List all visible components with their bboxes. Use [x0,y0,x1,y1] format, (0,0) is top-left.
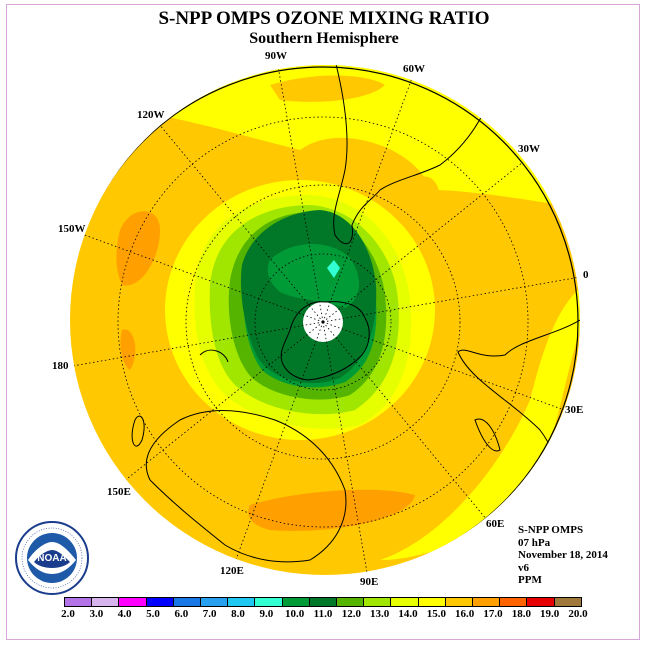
colorbar-swatch [554,598,581,606]
colorbar-swatch [228,598,256,606]
colorbar-tick-label: 6.0 [174,608,189,620]
lon-label-180: 180 [52,360,69,372]
colorbar-swatch [65,598,93,606]
colorbar-swatch [364,598,392,606]
ozone-cyan-patch [327,260,340,278]
colorbar-swatch [391,598,419,606]
coast-madagascar [474,418,501,452]
ozone-orange-top [270,75,385,102]
colorbar-tick-label: 11.0 [313,608,333,620]
colorbar-tick-label: 15.0 [426,608,446,620]
colorbar-tick-label: 7.0 [202,608,217,620]
ozone-patch-180 [120,329,136,370]
noaa-logo-text: NOAA [37,553,66,564]
info-units: PPM [518,574,542,586]
colorbar-tick-label: 13.0 [370,608,390,620]
colorbar-swatch [500,598,528,606]
coast-south-america [333,65,486,245]
coast-australia [145,410,347,563]
colorbar-tick-label: 18.0 [511,608,531,620]
info-date: November 18, 2014 [518,549,608,561]
lon-label-60w: 60W [403,63,425,75]
colorbar-swatch [119,598,147,606]
info-block: S-NPP OMPS 07 hPa November 18, 2014 v6 P… [518,524,608,587]
colorbar-tick-label: 17.0 [483,608,503,620]
lon-label-30e: 30E [565,404,584,416]
colorbar-tick-label: 3.0 [89,608,104,620]
colorbar-swatch [255,598,283,606]
colorbar-tick-label: 14.0 [398,608,418,620]
coast-antarctic-peninsula-east [199,349,229,363]
lon-label-60e: 60E [486,518,505,530]
colorbar-swatch [146,598,174,606]
colorbar-swatch [282,598,310,606]
ozone-orange-patch [400,176,440,210]
lon-label-150e: 150E [107,486,131,498]
colorbar-swatch [92,598,120,606]
colorbar-tick-labels: 2.0 3.0 4.0 5.0 6.0 7.0 8.0 9.0 10.0 11.0 12.0 13.0… [0,608,648,622]
colorbar-tick-label: 12.0 [341,608,361,620]
map-boundary [70,66,579,575]
colorbar-swatch [445,598,474,606]
ozone-inner-patch [267,243,360,308]
colorbar-swatch [337,598,365,606]
colorbar-tick-label: 10.0 [285,608,305,620]
lon-label-30w: 30W [518,143,540,155]
ozone-patch-110e [248,489,415,531]
info-level: 07 hPa [518,536,551,549]
coast-new-zealand [131,415,145,447]
colorbar-swatch [418,598,446,606]
colorbar-tick-label: 16.0 [455,608,475,620]
colorbar-swatch [309,598,338,606]
lon-label-120w: 120W [137,109,165,121]
noaa-logo: NOAA [15,521,89,595]
ozone-patch-150w [116,211,160,286]
colorbar [64,597,582,607]
figure-frame [6,4,640,640]
colorbar-tick-label: 9.0 [259,608,274,620]
colorbar-swatch [201,598,229,606]
coast-antarctica [280,301,370,381]
ozone-yellow-east [380,280,580,560]
colorbar-tick-label: 4.0 [117,608,132,620]
longitude-grid [70,65,580,575]
lon-label-0: 0 [583,269,589,281]
map-subtitle: Southern Hemisphere [249,30,399,47]
colorbar-swatch [473,598,501,606]
lon-label-90w: 90W [265,50,287,62]
colorbar-swatch [173,598,202,606]
map-title: S-NPP OMPS OZONE MIXING RATIO [158,8,490,29]
lon-label-120e: 120E [220,565,244,577]
latitude-grid [117,116,529,528]
colorbar-tick-label: 2.0 [61,608,75,620]
info-instrument: S-NPP OMPS [518,524,584,536]
colorbar-swatch [527,598,555,606]
colorbar-tick-label: 5.0 [146,608,160,620]
colorbar-tick-label: 8.0 [231,608,245,620]
lon-label-90e: 90E [360,576,379,588]
colorbar-tick-label: 20.0 [568,608,588,620]
info-version: v6 [518,561,529,574]
colorbar-tick-label: 19.0 [540,608,560,620]
lon-label-150w: 150W [58,223,86,235]
